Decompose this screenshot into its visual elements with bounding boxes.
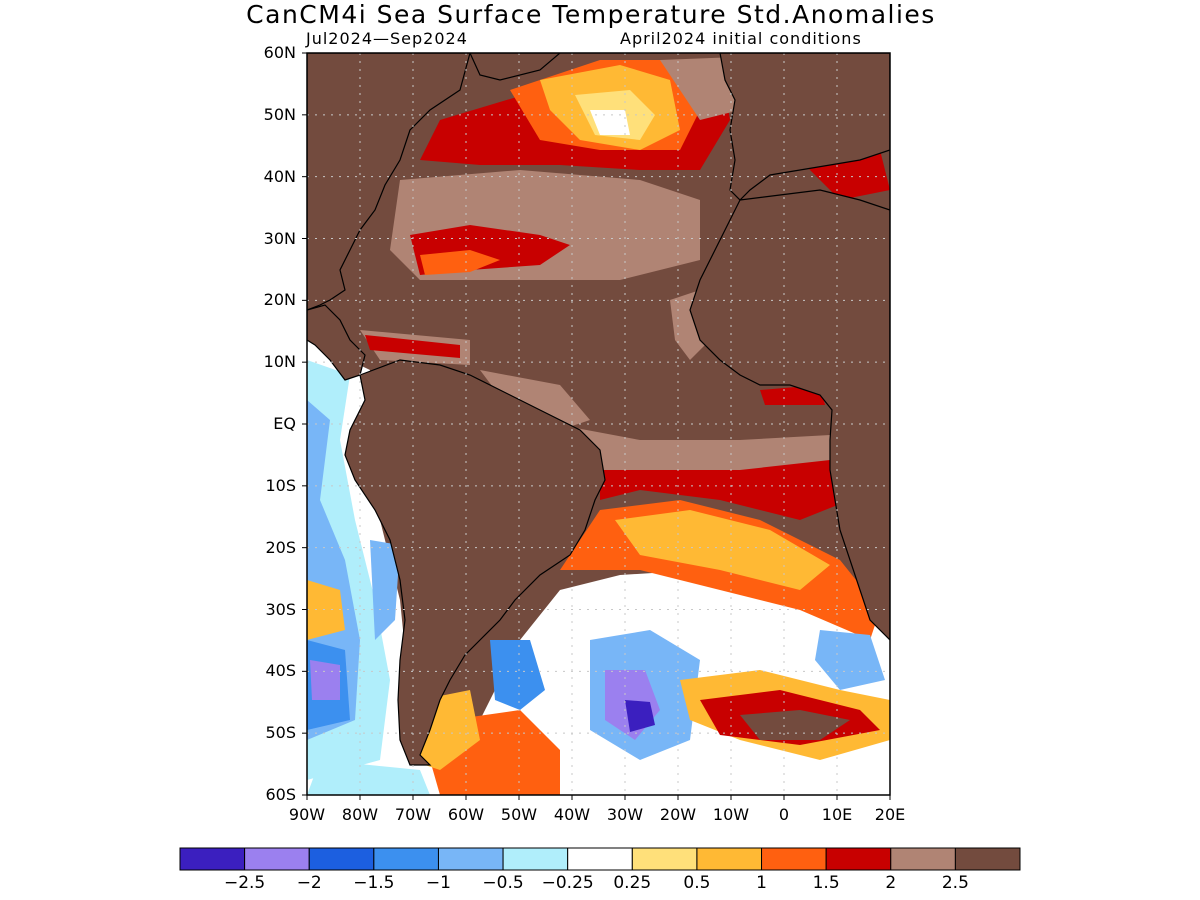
colorbar-label: 0.25 — [613, 873, 652, 893]
colorbar-swatch — [244, 847, 310, 871]
lon-label: 50W — [500, 805, 538, 824]
map-title: CanCM4i Sea Surface Temperature Std.Anom… — [246, 0, 936, 29]
lon-label: 10E — [821, 805, 853, 824]
lon-label: 10W — [712, 805, 750, 824]
pacific-warm-patch — [307, 580, 345, 640]
period-label: Jul2024—Sep2024 — [306, 29, 468, 48]
lon-label: 40W — [553, 805, 591, 824]
colorbar-label: 1.5 — [812, 873, 840, 893]
init-label: April2024 initial conditions — [620, 29, 862, 48]
colorbar-label: −0.5 — [482, 873, 524, 893]
lat-label: 20S — [265, 537, 296, 557]
colorbar — [179, 847, 1021, 871]
south-atlantic-core — [625, 700, 655, 732]
lon-label: 30W — [606, 805, 644, 824]
colorbar-label: −0.25 — [541, 873, 594, 893]
lat-label: 10S — [265, 475, 296, 495]
north-atlantic-white — [590, 110, 630, 135]
colorbar-label: −1 — [425, 873, 451, 893]
colorbar-swatch — [373, 847, 439, 871]
lon-label: 80W — [341, 805, 379, 824]
colorbar-label: 0.5 — [683, 873, 711, 893]
lon-label: 60W — [447, 805, 485, 824]
colorbar-swatch — [890, 847, 956, 871]
lat-label: 60N — [263, 43, 296, 62]
lat-label: EQ — [273, 414, 296, 433]
lon-label: 90W — [288, 805, 326, 824]
lat-label: 20N — [263, 290, 296, 310]
lat-label: 60S — [265, 785, 296, 804]
colorbar-label: 2.5 — [941, 873, 969, 893]
lat-label: 40S — [265, 661, 296, 681]
colorbar-swatch — [631, 847, 698, 871]
colorbar-label: 1 — [756, 873, 767, 893]
colorbar-swatch — [825, 847, 892, 871]
south-bottom-cool — [307, 760, 430, 795]
pacific-cool-core — [370, 540, 400, 640]
south-america — [344, 359, 606, 766]
colorbar-label: 2 — [885, 873, 897, 893]
africa — [689, 189, 890, 641]
colorbar-label: −1.5 — [353, 873, 395, 893]
lat-label: 10N — [263, 352, 296, 372]
colorbar-swatch — [954, 847, 1021, 871]
lon-label: 0 — [778, 805, 790, 824]
colorbar-swatch — [696, 847, 763, 871]
south-atlantic-orange — [615, 510, 830, 590]
colorbar-swatch — [437, 847, 504, 871]
colorbar-label: −2.5 — [223, 873, 266, 893]
europe — [719, 53, 890, 201]
gulf-guinea-tan — [560, 425, 830, 470]
lon-label: 20W — [659, 805, 697, 824]
colorbar-swatch — [567, 847, 633, 871]
pacific-violet — [310, 660, 340, 700]
lat-label: 30S — [265, 599, 296, 619]
southern-far-brown — [740, 710, 850, 740]
lat-label: 40N — [263, 166, 296, 186]
lat-label: 50S — [265, 723, 296, 743]
north-atlantic-orange-band — [420, 250, 500, 275]
southeast-atlantic-cell — [815, 630, 885, 690]
gridlines — [307, 53, 890, 795]
argentine-blue-cell — [490, 640, 545, 710]
north-brazil-tan — [480, 370, 590, 430]
colorbar-swatch — [761, 847, 827, 871]
greenland — [469, 53, 561, 81]
lat-label: 30N — [263, 228, 296, 248]
north-america — [307, 53, 471, 311]
lon-label: 20E — [874, 805, 906, 824]
colorbar-swatch — [502, 847, 569, 871]
caribbean-red — [365, 335, 460, 358]
lon-label: 70W — [394, 805, 432, 824]
colorbar-label: −2 — [296, 873, 322, 893]
lat-label: 50N — [263, 104, 296, 124]
colorbar-swatch — [179, 847, 246, 871]
colorbar-swatch — [308, 847, 375, 871]
